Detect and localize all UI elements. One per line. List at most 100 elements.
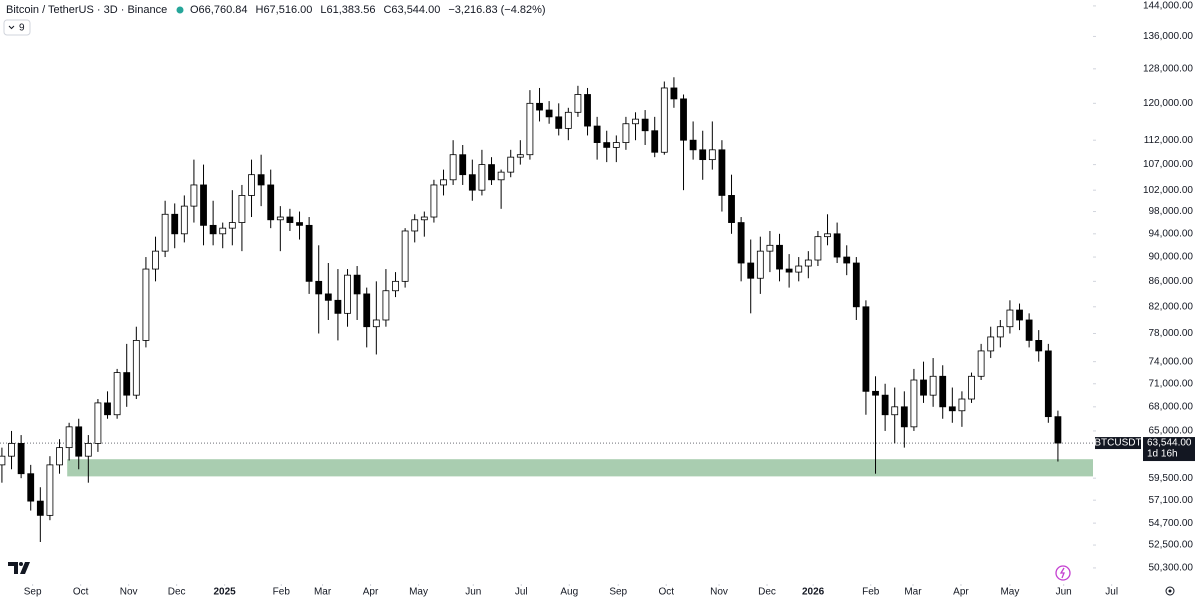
candle-body <box>776 244 783 270</box>
x-tick-label: May <box>1000 587 1019 598</box>
x-tick-label: May <box>409 587 428 598</box>
candle-body <box>612 142 620 148</box>
price-tag: 63,544.00 <box>1147 438 1192 449</box>
candle-body <box>872 390 879 396</box>
x-tick-label: Oct <box>73 587 89 598</box>
candle-body <box>27 473 35 502</box>
candle-body <box>699 149 707 161</box>
candle-body <box>555 116 563 129</box>
chevron <box>8 25 15 30</box>
candle-body <box>363 293 371 328</box>
y-tick-label: 94,000.00 <box>1149 228 1194 239</box>
candle-body <box>680 98 687 141</box>
candle-body <box>833 233 841 258</box>
x-tick-label: 2026 <box>802 587 825 598</box>
y-tick-label: 71,000.00 <box>1149 378 1194 389</box>
candle-body <box>248 174 255 196</box>
candle-body <box>824 233 831 238</box>
candle-body <box>593 125 601 143</box>
candle-body <box>1054 416 1062 444</box>
x-tick-label: Nov <box>120 587 138 598</box>
candle-body <box>75 426 83 457</box>
candle-body <box>401 230 409 282</box>
candle-body <box>267 184 275 221</box>
candle-body <box>0 455 6 466</box>
candle-body <box>276 216 284 221</box>
x-tick-label: Dec <box>168 587 186 598</box>
candle-body <box>996 326 1004 338</box>
candle-body <box>747 262 755 279</box>
candle-body <box>948 406 956 412</box>
candle-body <box>488 164 495 181</box>
candle-body <box>420 216 428 221</box>
x-tick-label: Jun <box>1056 587 1072 598</box>
x-tick-label: Apr <box>953 587 969 598</box>
candle-body <box>670 87 678 100</box>
y-tick-label: 57,100.00 <box>1149 495 1194 506</box>
candle-body <box>46 464 54 516</box>
candle-body <box>8 443 15 457</box>
countdown: 1d 16h <box>1147 449 1178 460</box>
candle-body <box>123 372 131 396</box>
candle-body <box>891 406 899 416</box>
chart-title: Bitcoin / TetherUS · 3D · Binance <box>6 4 167 16</box>
indicator-toggle[interactable] <box>3 19 31 36</box>
y-tick-label: 107,000.00 <box>1143 159 1193 170</box>
candle-body <box>1035 340 1043 352</box>
y-tick-label: 86,000.00 <box>1149 276 1194 287</box>
x-tick-label: Mar <box>904 587 922 598</box>
header-value: O66,760.84 <box>190 4 248 16</box>
candle-body <box>344 274 351 314</box>
candle-body <box>209 224 217 235</box>
x-tick-label: Apr <box>363 587 379 598</box>
header-value: −3,216.83 (−4.82%) <box>448 4 545 16</box>
x-tick-label: Sep <box>609 587 627 598</box>
candle-body <box>315 280 323 295</box>
candle-body <box>785 268 793 273</box>
candle-body <box>766 244 774 252</box>
y-tick-label: 50,300.00 <box>1149 563 1194 574</box>
candle-body <box>94 402 102 444</box>
y-tick-label: 65,000.00 <box>1149 426 1194 437</box>
candle-body <box>977 350 985 377</box>
candle-body <box>584 94 591 127</box>
candle-body <box>516 154 524 158</box>
symbol-tag: BTCUSDT <box>1094 438 1141 449</box>
x-tick-label: Oct <box>658 587 674 598</box>
candle-body <box>660 87 668 153</box>
y-tick-label: 82,000.00 <box>1149 301 1194 312</box>
candle-body <box>862 306 870 392</box>
candle-body <box>286 216 294 223</box>
candle-body <box>536 102 543 111</box>
price-tag-bg <box>1143 437 1195 462</box>
x-tick-label: Jul <box>1105 587 1118 598</box>
candle-body <box>219 227 227 235</box>
candle-body <box>1044 350 1052 418</box>
candle-body <box>56 447 63 466</box>
candle-body <box>1006 309 1014 328</box>
candle-body <box>65 426 73 449</box>
candle-body <box>152 250 159 270</box>
y-tick-label: 128,000.00 <box>1143 63 1193 74</box>
candle-body <box>468 174 476 191</box>
candle-body <box>132 340 140 396</box>
x-tick-label: 2025 <box>214 587 237 598</box>
header-value: H67,516.00 <box>256 4 313 16</box>
y-tick-label: 144,000.00 <box>1143 1 1193 12</box>
candle-body <box>651 130 659 153</box>
x-tick-label: Feb <box>273 587 291 598</box>
flash-icon[interactable] <box>1055 565 1071 581</box>
candle-body <box>84 443 92 457</box>
candle-body <box>324 293 332 301</box>
candle-body <box>449 154 457 181</box>
candle-body <box>478 164 486 191</box>
candle-body <box>756 250 764 279</box>
x-tick-label: Feb <box>862 587 880 598</box>
settings-icon[interactable] <box>1165 586 1175 596</box>
plot <box>0 77 1094 543</box>
candle-body <box>564 111 572 129</box>
candle-body <box>910 379 918 428</box>
candle-body <box>708 149 716 161</box>
candle-body <box>497 171 505 181</box>
